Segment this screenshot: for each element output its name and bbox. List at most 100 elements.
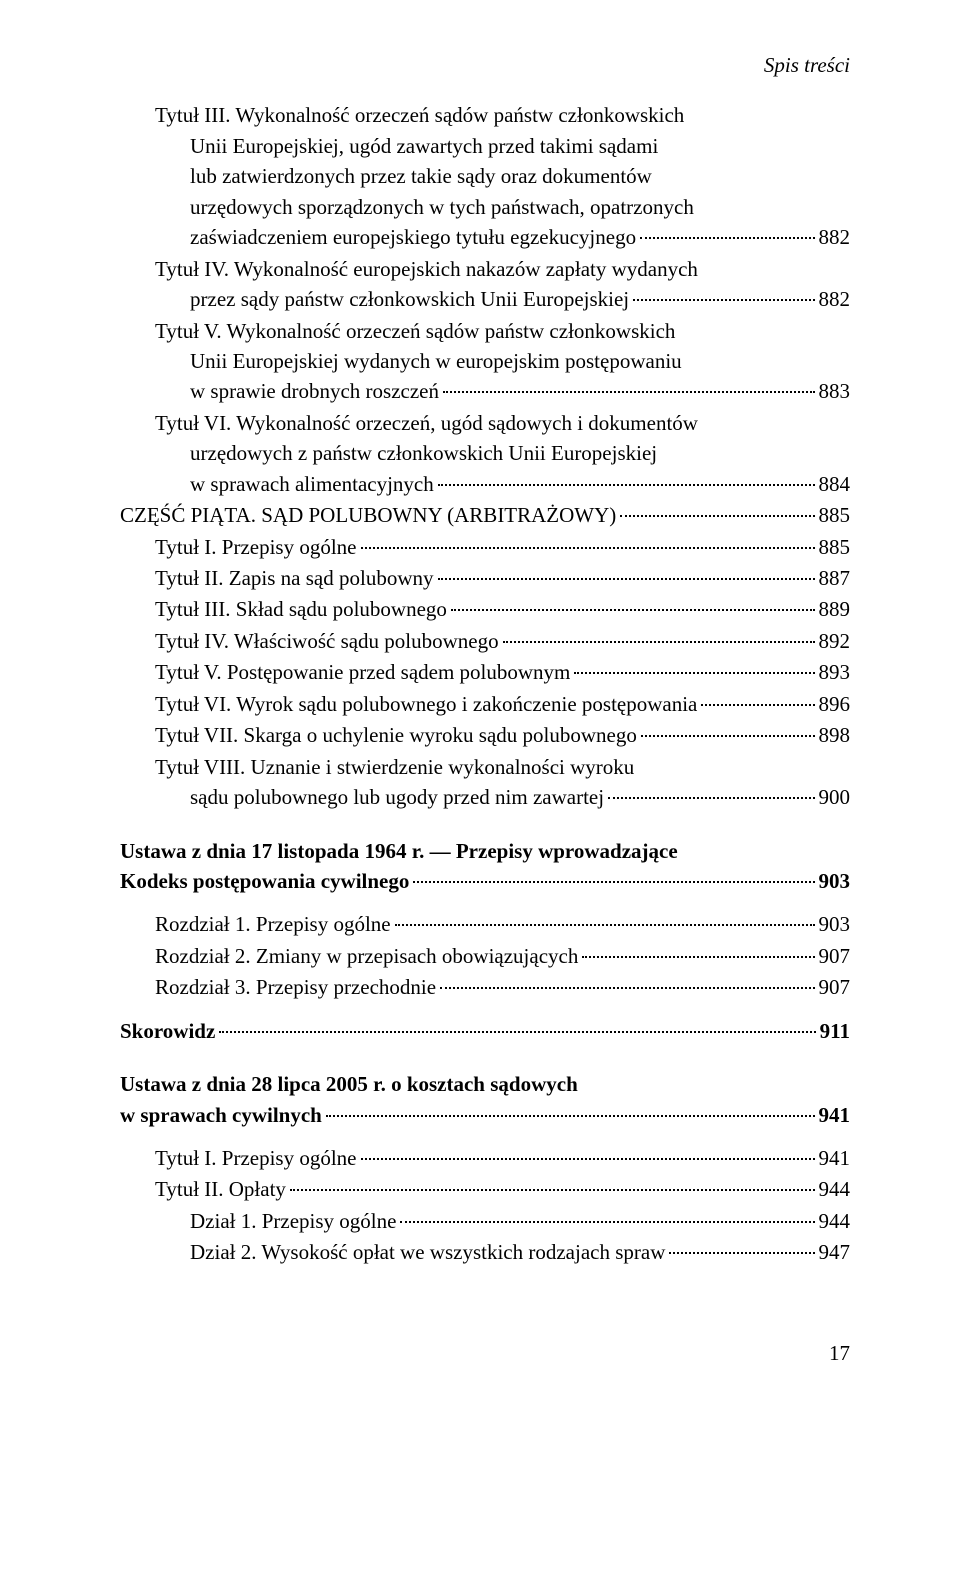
toc-label: Tytuł IV. Wykonalność europejskich nakaz… [155, 254, 850, 284]
toc-label: Dział 1. Przepisy ogólne [190, 1206, 396, 1236]
toc-label: Rozdział 1. Przepisy ogólne [155, 909, 391, 939]
toc-label: Tytuł VI. Wykonalność orzeczeń, ugód sąd… [155, 408, 850, 469]
toc-page: 903 [819, 909, 851, 939]
toc-label: Tytuł III. Wykonalność orzeczeń sądów pa… [155, 100, 850, 222]
toc-page: 889 [819, 594, 851, 624]
toc-leader-dots [326, 1115, 815, 1117]
toc-entry: Tytuł II. Zapis na sąd polubowny 887 [155, 563, 850, 593]
toc-leader-dots [701, 704, 814, 706]
toc-leader-dots [440, 987, 814, 989]
toc-leader-dots [395, 924, 815, 926]
toc-label-last: w sprawach cywilnych [120, 1100, 322, 1130]
toc-label: Tytuł I. Przepisy ogólne [155, 532, 357, 562]
toc-entry: Tytuł III. Skład sądu polubownego 889 [155, 594, 850, 624]
toc-entry: Tytuł VIII. Uznanie i stwierdzenie wykon… [155, 752, 850, 813]
toc-entry: CZĘŚĆ PIĄTA. SĄD POLUBOWNY (ARBITRAŻOWY)… [120, 500, 850, 530]
toc-page: 882 [819, 222, 851, 252]
toc-label-last: w sprawach alimentacyjnych [190, 469, 434, 499]
toc-entry: Rozdział 1. Przepisy ogólne 903 [155, 909, 850, 939]
toc-label: Rozdział 3. Przepisy przechodnie [155, 972, 436, 1002]
toc-page: 883 [819, 376, 851, 406]
table-of-contents: Tytuł III. Wykonalność orzeczeń sądów pa… [120, 100, 850, 1267]
page-header: Spis treści [120, 50, 850, 80]
toc-label-last: w sprawie drobnych roszczeń [190, 376, 439, 406]
toc-entry: Tytuł IV. Właściwość sądu polubownego 892 [155, 626, 850, 656]
toc-leader-dots [451, 609, 815, 611]
toc-leader-dots [438, 484, 815, 486]
toc-label: Tytuł V. Wykonalność orzeczeń sądów pańs… [155, 316, 850, 377]
toc-label: Tytuł VII. Skarga o uchylenie wyroku sąd… [155, 720, 637, 750]
toc-label: Dział 2. Wysokość opłat we wszystkich ro… [190, 1237, 665, 1267]
toc-entry: Tytuł IV. Wykonalność europejskich nakaz… [155, 254, 850, 315]
toc-entry: Tytuł V. Wykonalność orzeczeń sądów pańs… [155, 316, 850, 407]
toc-page: 885 [819, 500, 851, 530]
toc-page: 944 [819, 1206, 851, 1236]
toc-leader-dots [361, 547, 815, 549]
toc-leader-dots [443, 391, 815, 393]
toc-label-last: sądu polubownego lub ugody przed nim zaw… [190, 782, 604, 812]
toc-leader-dots [620, 515, 814, 517]
toc-label: Tytuł VI. Wyrok sądu polubownego i zakoń… [155, 689, 697, 719]
toc-page: 941 [819, 1100, 851, 1130]
toc-label: Tytuł I. Przepisy ogólne [155, 1143, 357, 1173]
toc-leader-dots [633, 299, 814, 301]
toc-page: 911 [820, 1016, 850, 1046]
toc-label: Tytuł II. Zapis na sąd polubowny [155, 563, 434, 593]
toc-page: 898 [819, 720, 851, 750]
toc-label-last: Kodeks postępowania cywilnego [120, 866, 409, 896]
toc-page: 896 [819, 689, 851, 719]
toc-page: 885 [819, 532, 851, 562]
toc-label: Skorowidz [120, 1016, 215, 1046]
toc-page: 903 [819, 866, 851, 896]
toc-label: Tytuł VIII. Uznanie i stwierdzenie wykon… [155, 752, 850, 782]
toc-entry: Dział 1. Przepisy ogólne 944 [190, 1206, 850, 1236]
toc-leader-dots [413, 881, 814, 883]
toc-label: CZĘŚĆ PIĄTA. SĄD POLUBOWNY (ARBITRAŻOWY) [120, 500, 616, 530]
toc-entry: Tytuł II. Opłaty 944 [155, 1174, 850, 1204]
toc-entry: Ustawa z dnia 28 lipca 2005 r. o kosztac… [120, 1069, 850, 1130]
toc-page: 884 [819, 469, 851, 499]
toc-leader-dots [503, 641, 815, 643]
toc-entry: Tytuł I. Przepisy ogólne 885 [155, 532, 850, 562]
page-number: 17 [120, 1338, 850, 1368]
toc-page: 882 [819, 284, 851, 314]
toc-page: 907 [819, 972, 851, 1002]
toc-page: 893 [819, 657, 851, 687]
toc-entry: Tytuł VII. Skarga o uchylenie wyroku sąd… [155, 720, 850, 750]
toc-leader-dots [361, 1158, 815, 1160]
toc-entry: Tytuł I. Przepisy ogólne 941 [155, 1143, 850, 1173]
toc-leader-dots [400, 1221, 814, 1223]
toc-entry: Tytuł VI. Wykonalność orzeczeń, ugód sąd… [155, 408, 850, 499]
toc-leader-dots [669, 1252, 814, 1254]
toc-leader-dots [438, 578, 815, 580]
toc-entry: Tytuł III. Wykonalność orzeczeń sądów pa… [155, 100, 850, 252]
toc-label: Ustawa z dnia 28 lipca 2005 r. o kosztac… [120, 1069, 850, 1099]
toc-entry: Rozdział 2. Zmiany w przepisach obowiązu… [155, 941, 850, 971]
toc-entry: Tytuł VI. Wyrok sądu polubownego i zakoń… [155, 689, 850, 719]
toc-page: 941 [819, 1143, 851, 1173]
toc-leader-dots [608, 797, 814, 799]
toc-label: Tytuł IV. Właściwość sądu polubownego [155, 626, 499, 656]
toc-entry: Tytuł V. Postępowanie przed sądem polubo… [155, 657, 850, 687]
toc-leader-dots [641, 735, 815, 737]
toc-label-last: zaświadczeniem europejskiego tytułu egze… [190, 222, 636, 252]
toc-leader-dots [574, 672, 814, 674]
toc-label: Tytuł III. Skład sądu polubownego [155, 594, 447, 624]
toc-label-last: przez sądy państw członkowskich Unii Eur… [190, 284, 629, 314]
toc-page: 892 [819, 626, 851, 656]
toc-label: Tytuł V. Postępowanie przed sądem polubo… [155, 657, 570, 687]
toc-entry: Rozdział 3. Przepisy przechodnie 907 [155, 972, 850, 1002]
toc-entry: Dział 2. Wysokość opłat we wszystkich ro… [190, 1237, 850, 1267]
toc-entry: Ustawa z dnia 17 listopada 1964 r. — Prz… [120, 836, 850, 897]
toc-leader-dots [640, 237, 814, 239]
toc-page: 944 [819, 1174, 851, 1204]
toc-page: 907 [819, 941, 851, 971]
toc-leader-dots [582, 956, 814, 958]
toc-leader-dots [219, 1031, 815, 1033]
toc-label: Ustawa z dnia 17 listopada 1964 r. — Prz… [120, 836, 850, 866]
toc-entry: Skorowidz 911 [120, 1016, 850, 1046]
toc-label: Tytuł II. Opłaty [155, 1174, 286, 1204]
toc-leader-dots [290, 1189, 815, 1191]
toc-page: 887 [819, 563, 851, 593]
toc-label: Rozdział 2. Zmiany w przepisach obowiązu… [155, 941, 578, 971]
